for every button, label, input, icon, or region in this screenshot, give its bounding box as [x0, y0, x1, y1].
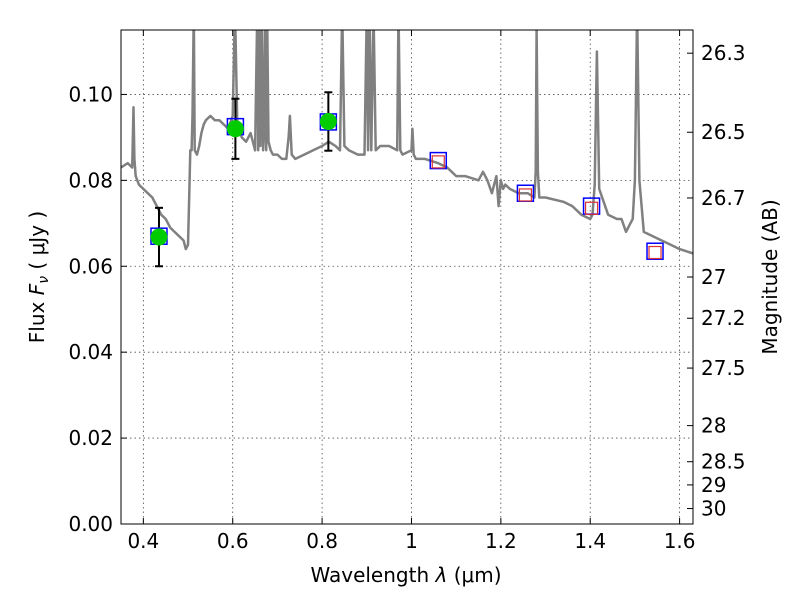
x-tick-label: 1.2 [485, 529, 517, 553]
grid [121, 30, 693, 525]
mag-tick-label: 27.2 [701, 306, 746, 330]
y-tick-label: 0.06 [68, 254, 113, 278]
mag-tick-label: 28 [701, 414, 726, 438]
predicted-phot-marker [518, 188, 533, 202]
mag-tick-label: 27.5 [701, 356, 746, 380]
x-axis-label: Wavelength λ (μm) [310, 563, 501, 587]
x-tick-label: 0.8 [306, 529, 338, 553]
mag-tick-label: 26.5 [701, 120, 746, 144]
model-phot-marker [646, 242, 664, 260]
y-tick-label: 0.08 [68, 168, 113, 192]
x-tick-label: 1 [405, 529, 418, 553]
model-sed-line [121, 30, 693, 255]
x-tick-label: 1.4 [574, 529, 606, 553]
mag-tick-label: 27 [701, 265, 726, 289]
markers [150, 112, 664, 260]
ticks: 0.4 0.6 0.8 1 1.2 1.4 1.6 0.00 0.02 0.04 0.06 0.08 0… [68, 30, 746, 553]
y-tick-label: 0.02 [68, 426, 113, 450]
magnitude-axis-label: Magnitude (AB) [758, 199, 782, 354]
predicted-phot-marker [431, 155, 445, 169]
mag-tick-label: 26.3 [701, 41, 746, 65]
mag-tick-label: 28.5 [701, 450, 746, 474]
y-tick-label: 0.04 [68, 340, 113, 364]
predicted-phot-marker [648, 245, 662, 260]
x-tick-label: 0.4 [127, 529, 159, 553]
y-tick-label: 0.10 [68, 82, 113, 106]
observed-phot-marker [150, 228, 168, 246]
spectrum-layer [121, 30, 693, 255]
x-tick-label: 1.6 [664, 529, 696, 553]
observed-phot-marker [226, 120, 244, 138]
observed-phot-marker [319, 112, 337, 130]
plot-frame [120, 29, 694, 525]
mag-tick-label: 29 [701, 473, 726, 497]
mag-tick-label: 30 [701, 497, 726, 521]
y-tick-label: 0.00 [68, 512, 113, 536]
predicted-phot-marker [584, 201, 599, 215]
x-tick-label: 0.6 [217, 529, 249, 553]
y-axis-label: Flux Fν ( μJy ) [25, 211, 52, 343]
model-phot-marker [429, 151, 448, 170]
mag-tick-label: 26.7 [701, 186, 746, 210]
